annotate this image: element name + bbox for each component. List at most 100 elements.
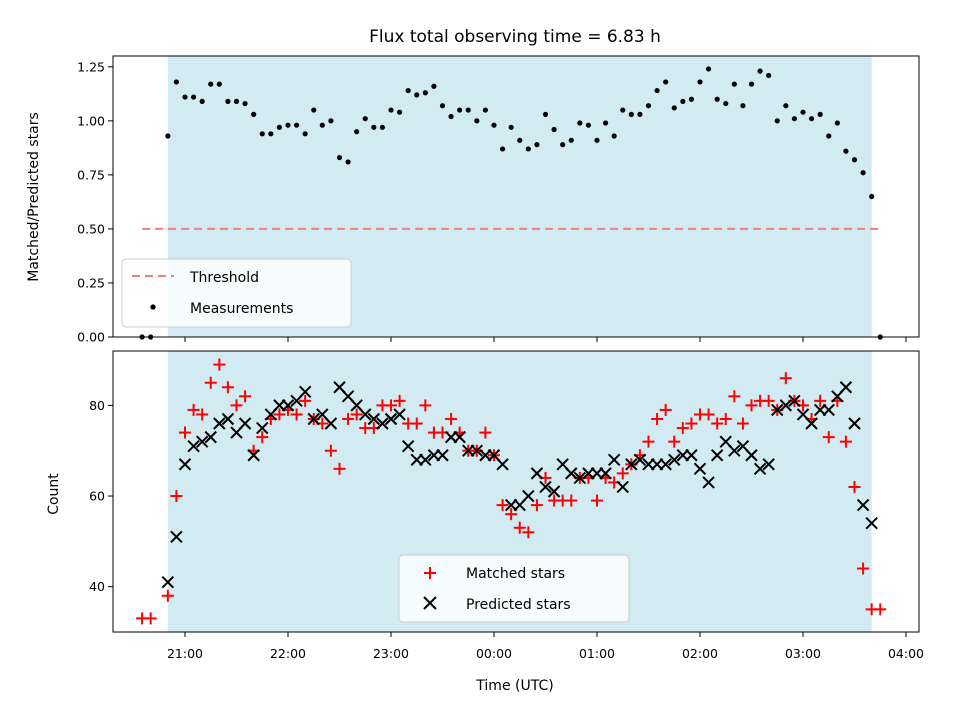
measurement-point [293,122,300,128]
matched-star-marker [179,426,191,439]
ratio-panel: 0.00 0.25 0.50 0.75 1.00 1.25 Matched/Predict… [26,55,920,345]
measurement-point [208,81,214,87]
predicted-star-marker [359,408,372,421]
measurement-point [663,79,669,85]
measurement-point [611,133,617,139]
matched-star-marker [505,508,518,521]
predicted-star-marker [771,403,784,417]
measurement-point [457,107,463,113]
matched-star-marker [213,358,226,371]
matched-star-marker [848,480,861,493]
predicted-star-marker [599,467,612,480]
matched-star-marker [161,589,174,602]
predicted-star-marker [659,458,672,471]
matched-star-marker [204,376,217,389]
predicted-star-marker [573,471,587,485]
count-legend: Matched stars Predicted stars [398,554,630,623]
ratio-plot-frame [112,55,920,338]
measurement-point [714,96,720,102]
matched-star-marker [324,444,337,457]
matched-star-marker [230,399,243,412]
matched-star-marker [779,372,792,385]
predicted-star-marker [419,453,432,466]
measurement-point [422,90,428,96]
predicted-star-marker [693,462,707,476]
matched-star-marker [410,417,423,430]
predicted-star-marker [728,444,741,457]
measurement-point [740,103,746,109]
legend-measurements-label: Measurements [190,301,293,317]
legend-matched-label: Matched stars [466,566,565,582]
legend-threshold-label: Threshold [189,270,259,286]
matched-star-marker [239,390,252,403]
measurement-point [448,113,454,120]
x-axis-label: Time (UTC) [475,678,553,694]
legend-predicted-swatch [423,596,437,610]
predicted-star-marker [170,530,183,544]
predicted-star-marker [221,412,235,426]
chart-title: Flux total observing time = 6.83 h [369,27,661,47]
measurement-point [431,83,437,89]
measurement-point [268,131,274,137]
x-tick-label: 01:00 [579,646,615,661]
predicted-star-marker [530,467,544,480]
predicted-star-marker [384,412,398,426]
x-tick-label: 21:00 [167,646,203,661]
measurements-series [139,66,883,340]
measurement-point [182,94,188,100]
measurement-point [705,66,712,72]
ratio-y-tick-label: 0.75 [77,167,105,182]
x-tick-label: 03:00 [785,646,821,661]
matched-star-marker [616,467,629,480]
measurement-point [723,100,729,107]
x-tick-label: 00:00 [476,646,512,661]
predicted-star-marker [865,517,878,530]
predicted-star-marker [367,412,381,426]
predicted-stars-series [161,381,878,589]
predicted-star-marker [238,417,252,430]
measurement-point [671,105,677,111]
matched-star-marker [221,381,234,394]
ratio-y-tick-label: 0.25 [77,275,105,290]
predicted-star-marker [633,453,647,466]
measurement-point [800,109,806,115]
matched-star-marker [822,431,835,444]
matched-star-marker [342,412,355,425]
measurement-point [645,103,652,109]
matched-star-marker [839,435,852,448]
measurement-point [336,154,343,161]
x-tick-label: 22:00 [270,646,306,661]
predicted-star-marker [539,480,552,494]
matched-star-marker [668,435,681,448]
matched-star-marker [419,399,432,412]
predicted-star-marker [204,430,217,444]
measurement-point [774,118,780,124]
matched-star-marker [445,412,458,425]
predicted-star-marker [822,403,835,417]
measurement-point [354,129,360,135]
legend-matched-swatch [424,567,436,579]
matched-star-marker [256,431,269,444]
measurement-point [697,79,703,85]
matched-star-marker [745,399,758,412]
measurement-point [594,137,600,143]
measurement-point [620,107,626,113]
measurement-point [834,120,840,126]
predicted-star-marker [668,453,681,466]
measurement-point [225,98,231,104]
count-plot-frame [112,350,920,633]
ratio-legend: Threshold Measurements [121,258,352,328]
predicted-star-marker [625,458,638,471]
matched-star-marker [393,394,406,407]
count-panel: 40 60 80 21:00 22:00 23:00 00:00 01:00 02:00 03:… [46,350,924,694]
measurement-point [560,142,566,148]
measurement-point [542,111,549,117]
measurement-point [817,111,823,117]
matched-star-marker [273,408,286,421]
count-y-axis: 40 60 80 [89,398,113,594]
matched-star-marker [719,412,732,425]
ratio-y-tick-label: 0.00 [77,330,105,345]
predicted-star-marker [496,458,509,471]
predicted-star-marker [805,417,818,430]
